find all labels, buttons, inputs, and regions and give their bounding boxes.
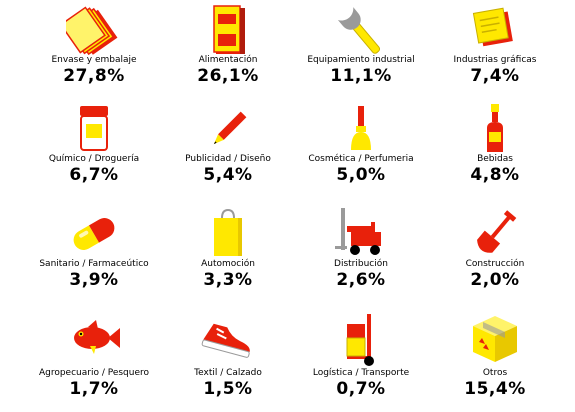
- sector-value: 1,7%: [69, 379, 119, 399]
- sector-label: Industrias gráficas: [453, 55, 537, 65]
- sector-value: 2,6%: [336, 270, 386, 290]
- sector-value: 26,1%: [197, 66, 259, 86]
- sector-label: Otros: [482, 368, 508, 378]
- sector-label: Equipamiento industrial: [307, 55, 415, 65]
- fish-icon: [66, 312, 122, 368]
- sector-value: 11,1%: [330, 66, 392, 86]
- sector-value: 5,0%: [336, 165, 386, 185]
- sector-value: 27,8%: [63, 66, 125, 86]
- sector-value: 2,0%: [470, 270, 520, 290]
- sector-cell-automocion: Automoción 3,3%: [158, 206, 298, 306]
- food-bag-icon: [200, 4, 256, 60]
- sector-label: Bebidas: [477, 154, 513, 164]
- sector-label: Logística / Transporte: [312, 368, 410, 378]
- sector-value: 3,3%: [203, 270, 253, 290]
- sector-label: Alimentación: [198, 55, 258, 65]
- sector-cell-construccion: Construcción 2,0%: [425, 206, 565, 306]
- sector-label: Agropecuario / Pesquero: [38, 368, 150, 378]
- sector-value: 15,4%: [464, 379, 526, 399]
- forklift-icon: [333, 206, 389, 262]
- sector-cell-logistica: Logística / Transporte 0,7%: [291, 312, 431, 412]
- chemical-jar-icon: [66, 102, 122, 158]
- sector-cell-equipamiento: Equipamiento industrial 11,1%: [291, 4, 431, 104]
- sneaker-icon: [200, 312, 256, 368]
- sector-label: Distribución: [334, 259, 388, 269]
- sector-value: 7,4%: [470, 66, 520, 86]
- sector-cell-otros: Otros 15,4%: [425, 312, 565, 412]
- sector-cell-bebidas: Bebidas 4,8%: [425, 102, 565, 202]
- sector-value: 1,5%: [203, 379, 253, 399]
- sector-cell-sanitario: Sanitario / Farmaceútico 3,9%: [24, 206, 164, 306]
- box-icon: [467, 312, 523, 368]
- sector-value: 6,7%: [69, 165, 119, 185]
- sector-cell-textil: Textil / Calzado 1,5%: [158, 312, 298, 412]
- sector-label: Químico / Droguería: [48, 154, 140, 164]
- sector-value: 0,7%: [336, 379, 386, 399]
- sector-cell-quimico: Químico / Droguería 6,7%: [24, 102, 164, 202]
- sector-label: Cosmética / Perfumeria: [308, 154, 414, 164]
- hand-truck-icon: [333, 312, 389, 368]
- sector-cell-cosmetica: Cosmética / Perfumeria 5,0%: [291, 102, 431, 202]
- sector-label: Construcción: [465, 259, 525, 269]
- sector-label: Automoción: [201, 259, 255, 269]
- pill-capsule-icon: [66, 206, 122, 262]
- sector-cell-graficas: Industrias gráficas 7,4%: [425, 4, 565, 104]
- shopping-bag-icon: [200, 206, 256, 262]
- wrench-icon: [333, 4, 389, 60]
- bottle-icon: [467, 102, 523, 158]
- sector-label: Textil / Calzado: [194, 368, 262, 378]
- sector-value: 4,8%: [470, 165, 520, 185]
- sector-value: 3,9%: [69, 270, 119, 290]
- note-pad-icon: [467, 4, 523, 60]
- shovel-icon: [467, 206, 523, 262]
- sector-cell-agropecuario: Agropecuario / Pesquero 1,7%: [24, 312, 164, 412]
- sector-label: Sanitario / Farmaceútico: [39, 259, 149, 269]
- pencil-icon: [200, 102, 256, 158]
- sector-cell-publicidad: Publicidad / Diseño 5,4%: [158, 102, 298, 202]
- sector-cell-distribucion: Distribución 2,6%: [291, 206, 431, 306]
- sector-label: Envase y embalaje: [51, 55, 137, 65]
- stacked-paper-icon: [66, 4, 122, 60]
- perfume-brush-icon: [333, 102, 389, 158]
- sector-label: Publicidad / Diseño: [185, 154, 271, 164]
- sector-value: 5,4%: [203, 165, 253, 185]
- sector-grid: Envase y embalaje 27,8% Alimentación 26,…: [24, 4, 565, 399]
- sector-cell-envase: Envase y embalaje 27,8%: [24, 4, 164, 104]
- sector-cell-alimentacion: Alimentación 26,1%: [158, 4, 298, 104]
